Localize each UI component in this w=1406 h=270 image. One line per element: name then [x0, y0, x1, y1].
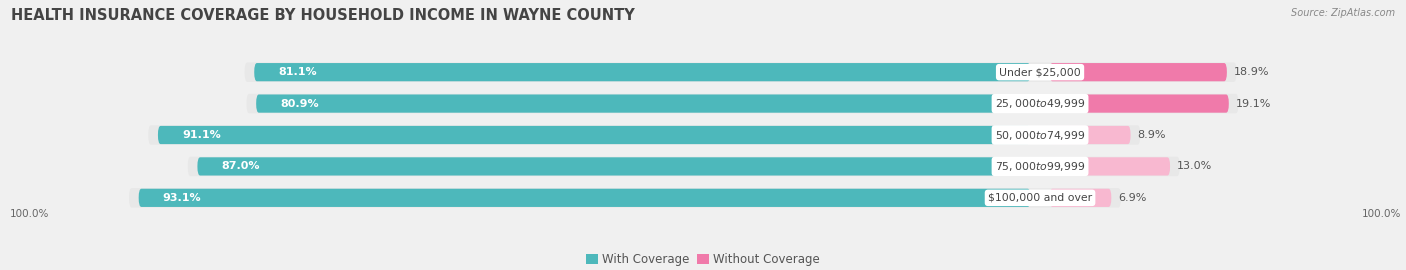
- Text: 18.9%: 18.9%: [1233, 67, 1270, 77]
- Text: 6.9%: 6.9%: [1118, 193, 1146, 203]
- Text: Under $25,000: Under $25,000: [1000, 67, 1081, 77]
- Text: $75,000 to $99,999: $75,000 to $99,999: [995, 160, 1085, 173]
- Text: Source: ZipAtlas.com: Source: ZipAtlas.com: [1291, 8, 1395, 18]
- FancyBboxPatch shape: [157, 126, 1031, 144]
- FancyBboxPatch shape: [1050, 63, 1227, 81]
- FancyBboxPatch shape: [245, 62, 1236, 82]
- Text: HEALTH INSURANCE COVERAGE BY HOUSEHOLD INCOME IN WAYNE COUNTY: HEALTH INSURANCE COVERAGE BY HOUSEHOLD I…: [11, 8, 636, 23]
- FancyBboxPatch shape: [197, 157, 1031, 176]
- Text: 8.9%: 8.9%: [1137, 130, 1166, 140]
- Text: 80.9%: 80.9%: [280, 99, 319, 109]
- FancyBboxPatch shape: [246, 94, 1239, 113]
- FancyBboxPatch shape: [1050, 126, 1130, 144]
- FancyBboxPatch shape: [254, 63, 1031, 81]
- Text: 100.0%: 100.0%: [10, 209, 49, 219]
- FancyBboxPatch shape: [256, 94, 1031, 113]
- Text: 100.0%: 100.0%: [1362, 209, 1402, 219]
- FancyBboxPatch shape: [1050, 157, 1170, 176]
- Text: $100,000 and over: $100,000 and over: [988, 193, 1092, 203]
- Text: $50,000 to $74,999: $50,000 to $74,999: [995, 129, 1085, 141]
- FancyBboxPatch shape: [1050, 94, 1229, 113]
- Text: 91.1%: 91.1%: [181, 130, 221, 140]
- FancyBboxPatch shape: [188, 157, 1180, 176]
- Text: $25,000 to $49,999: $25,000 to $49,999: [995, 97, 1085, 110]
- Text: 19.1%: 19.1%: [1236, 99, 1271, 109]
- Text: 93.1%: 93.1%: [163, 193, 201, 203]
- FancyBboxPatch shape: [148, 125, 1140, 145]
- Legend: With Coverage, Without Coverage: With Coverage, Without Coverage: [581, 248, 825, 270]
- FancyBboxPatch shape: [1050, 189, 1111, 207]
- Text: 13.0%: 13.0%: [1177, 161, 1212, 171]
- Text: 87.0%: 87.0%: [222, 161, 260, 171]
- Text: 81.1%: 81.1%: [278, 67, 316, 77]
- FancyBboxPatch shape: [139, 189, 1031, 207]
- FancyBboxPatch shape: [129, 188, 1121, 208]
